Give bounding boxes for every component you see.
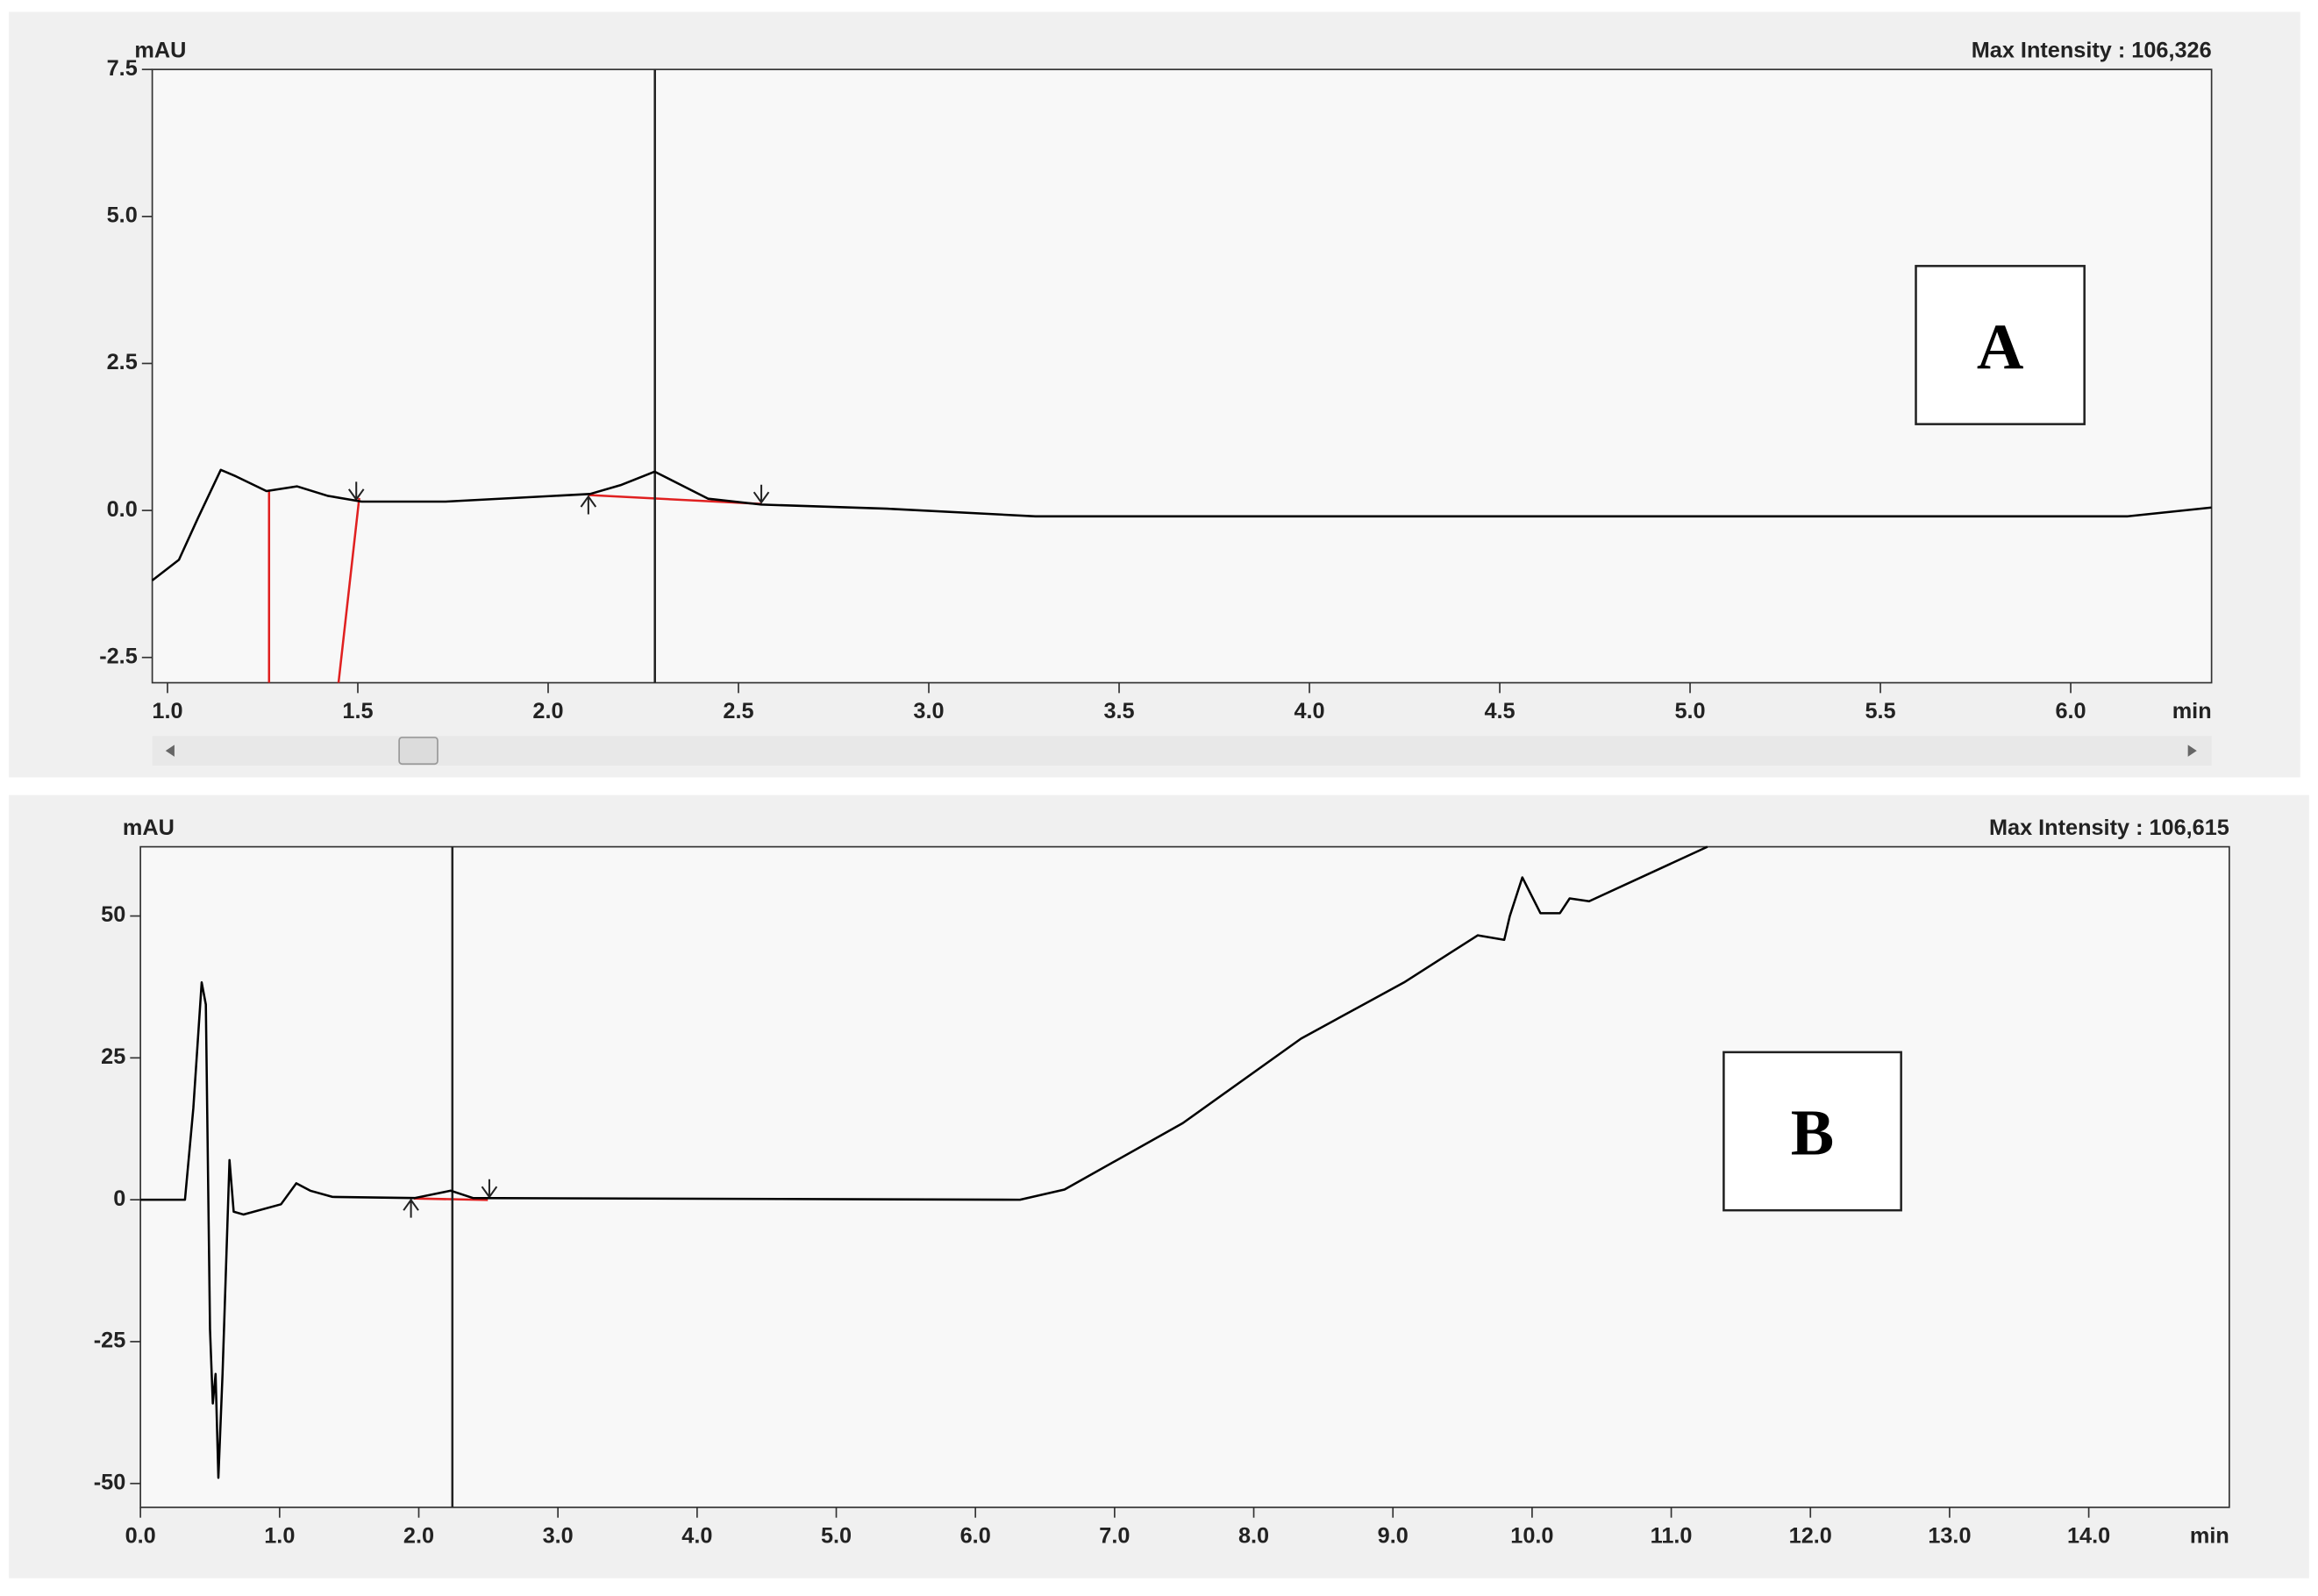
panel-label-box xyxy=(1722,1051,1902,1212)
panel-label: B xyxy=(1791,1097,1834,1169)
y-tick-label: 25 xyxy=(101,1044,125,1069)
x-tick-label: 11.0 xyxy=(1651,1523,1693,1548)
plot-area-b xyxy=(139,845,2230,1508)
x-tick-label: 1.5 xyxy=(342,699,373,723)
x-tick-label: 6.0 xyxy=(2055,699,2086,723)
x-tick-label: 10.0 xyxy=(1510,1523,1553,1548)
scroll-left[interactable] xyxy=(165,745,175,757)
peak-arrows xyxy=(347,481,770,1218)
scrollbar[interactable] xyxy=(152,736,2212,766)
y-axis-label: mAU xyxy=(123,816,175,840)
x-tick-label: 5.0 xyxy=(821,1523,852,1548)
x-tick-label: 14.0 xyxy=(2067,1523,2110,1548)
y-tick-label: 2.5 xyxy=(107,350,138,374)
y-tick-label: 50 xyxy=(101,902,125,927)
x-tick-label: 2.0 xyxy=(532,699,563,723)
x-tick-label: 2.0 xyxy=(403,1523,434,1548)
scroll-right[interactable] xyxy=(2187,745,2197,757)
baseline xyxy=(413,1197,489,1201)
plot-area-a xyxy=(151,68,2213,684)
panel-label-box xyxy=(1915,265,2086,425)
x-tick-label: 13.0 xyxy=(1928,1523,1971,1548)
x-tick-label: 1.0 xyxy=(264,1523,295,1548)
x-tick-label: 3.0 xyxy=(913,699,944,723)
x-tick-label: 7.0 xyxy=(1099,1523,1130,1548)
panel-label: A xyxy=(1977,311,2024,383)
max-intensity: Max Intensity : 106,326 xyxy=(1972,39,2212,63)
y-tick-label: -25 xyxy=(94,1329,126,1353)
y-tick-label: 0 xyxy=(113,1186,125,1211)
arrow xyxy=(752,484,770,504)
chromatogram-line xyxy=(151,468,2212,581)
x-tick-label: 5.0 xyxy=(1674,699,1705,723)
x-tick-label: 5.5 xyxy=(1865,699,1895,723)
arrow xyxy=(403,1198,419,1218)
chromatogram-line xyxy=(140,845,1708,1479)
x-tick-label: 6.0 xyxy=(960,1523,991,1548)
x-tick-label: 4.5 xyxy=(1484,699,1515,723)
x-tick-label: 3.5 xyxy=(1103,699,1134,723)
arrow xyxy=(580,495,597,515)
x-axis-label: min xyxy=(2190,1523,2229,1548)
x-tick-label: 1.0 xyxy=(152,699,182,723)
y-tick-label: 5.0 xyxy=(107,203,138,228)
x-tick-label: 12.0 xyxy=(1789,1523,1832,1548)
x-tick-label: 2.5 xyxy=(723,699,753,723)
scroll-thumb[interactable] xyxy=(398,737,439,766)
x-tick-label: 0.0 xyxy=(125,1523,156,1548)
arrow xyxy=(347,481,365,502)
y-tick-label: 0.0 xyxy=(107,497,138,522)
x-axis-label: min xyxy=(2172,699,2212,723)
y-tick-label: -50 xyxy=(94,1470,126,1494)
x-tick-label: 4.0 xyxy=(681,1523,712,1548)
peak-divider xyxy=(337,497,360,683)
y-tick-label: 7.5 xyxy=(107,56,138,81)
y-axis-label: mAU xyxy=(134,39,186,63)
x-tick-label: 4.0 xyxy=(1294,699,1324,723)
x-tick-label: 3.0 xyxy=(543,1523,574,1548)
max-intensity: Max Intensity : 106,615 xyxy=(1989,816,2229,840)
integration-marks-b xyxy=(413,1197,489,1201)
y-tick-label: -2.5 xyxy=(99,644,138,668)
x-tick-label: 8.0 xyxy=(1238,1523,1269,1548)
x-tick-label: 9.0 xyxy=(1378,1523,1409,1548)
